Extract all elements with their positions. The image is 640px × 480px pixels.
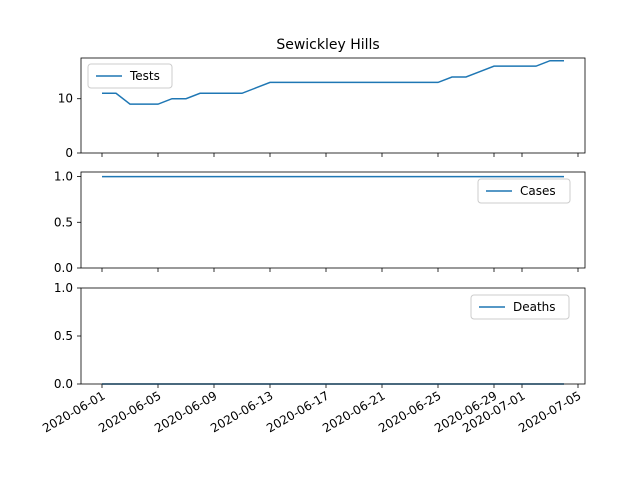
- legend-label: Deaths: [513, 300, 556, 314]
- legend-box: [477, 178, 571, 204]
- y-tick-label: 0.5: [54, 215, 73, 229]
- axes-frame: [80, 57, 586, 154]
- legend: Cases: [477, 178, 571, 204]
- panel-2: 0.0 0.5 1.0 Cases: [54, 170, 586, 275]
- y-tick-label: 0.5: [54, 329, 73, 343]
- y-tick-label: 1.0: [54, 281, 73, 295]
- series-line-tests: [102, 59, 564, 105]
- axes-frame: [80, 287, 586, 385]
- panel-1: 0 10 Tests: [58, 57, 586, 160]
- legend: Deaths: [470, 294, 570, 320]
- y-tick-label: 0.0: [54, 261, 73, 275]
- y-tick-label: 0.0: [54, 377, 73, 391]
- panel-3: 0.0 0.5 1.0 Deaths: [54, 281, 586, 391]
- y-tick-label: 1.0: [54, 170, 73, 184]
- legend-label: Cases: [520, 184, 556, 198]
- legend-box: [87, 63, 173, 89]
- y-tick-label: 0: [65, 146, 73, 160]
- legend-label: Tests: [129, 69, 160, 83]
- legend: Tests: [87, 63, 173, 89]
- chart-title: Sewickley Hills: [276, 37, 379, 53]
- legend-box: [470, 294, 570, 320]
- axes-frame: [80, 171, 586, 269]
- y-tick-label: 10: [58, 92, 73, 106]
